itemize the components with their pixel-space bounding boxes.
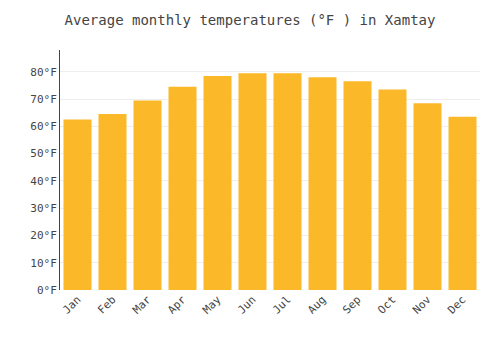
svg-text:60°F: 60°F bbox=[30, 120, 57, 133]
svg-text:40°F: 40°F bbox=[30, 175, 57, 188]
svg-text:Feb: Feb bbox=[95, 293, 118, 316]
svg-text:Mar: Mar bbox=[130, 293, 154, 317]
svg-text:Dec: Dec bbox=[445, 293, 468, 316]
svg-text:0°F: 0°F bbox=[37, 284, 57, 297]
svg-text:Jun: Jun bbox=[235, 293, 258, 316]
svg-text:10°F: 10°F bbox=[30, 257, 57, 270]
svg-text:20°F: 20°F bbox=[30, 229, 57, 242]
svg-text:May: May bbox=[200, 293, 224, 317]
svg-text:30°F: 30°F bbox=[30, 202, 57, 215]
svg-text:Average monthly temperatures (: Average monthly temperatures (°F ) in Xa… bbox=[65, 12, 436, 28]
svg-text:50°F: 50°F bbox=[30, 147, 57, 160]
svg-text:Sep: Sep bbox=[340, 293, 363, 316]
svg-text:Aug: Aug bbox=[305, 293, 328, 316]
svg-text:Jul: Jul bbox=[270, 293, 293, 316]
svg-text:Nov: Nov bbox=[410, 293, 434, 317]
svg-text:Apr: Apr bbox=[165, 293, 189, 317]
svg-text:80°F: 80°F bbox=[30, 66, 57, 79]
svg-text:70°F: 70°F bbox=[30, 93, 57, 106]
svg-text:Jan: Jan bbox=[60, 293, 83, 316]
svg-text:Oct: Oct bbox=[375, 293, 398, 316]
